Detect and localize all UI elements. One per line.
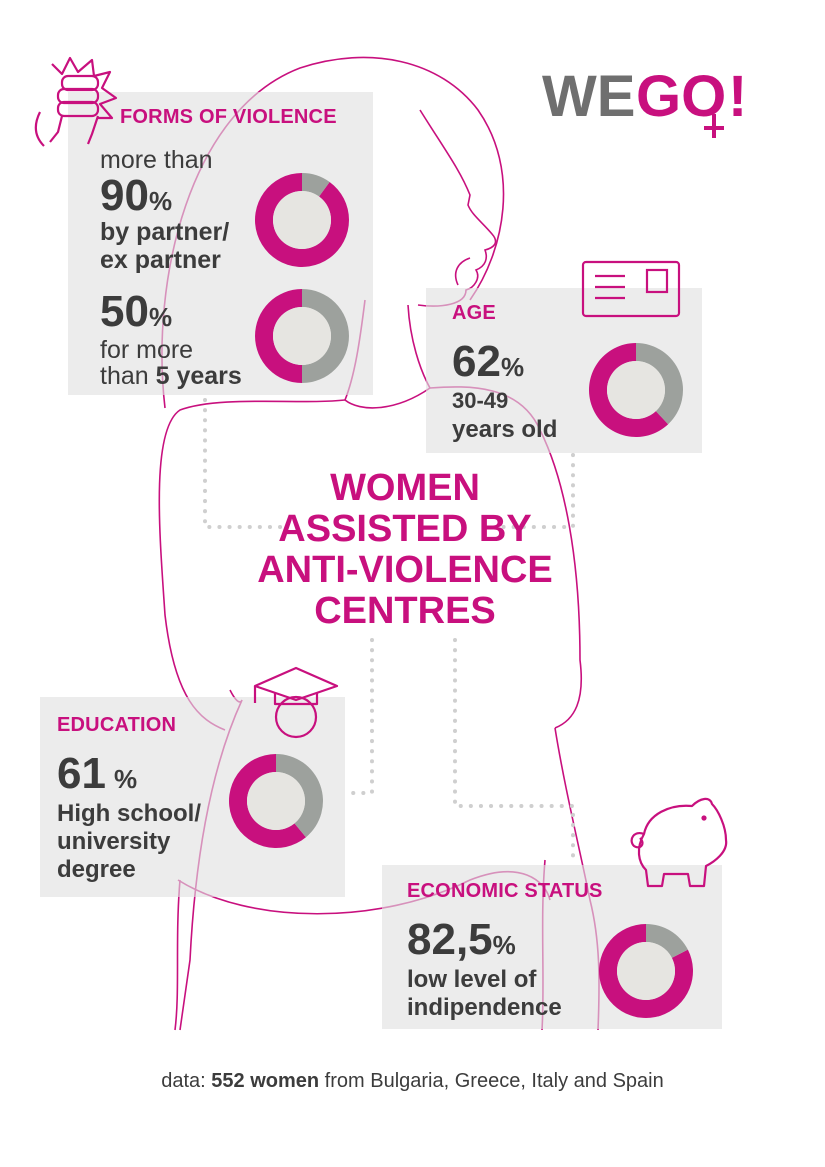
donut-center: [273, 191, 331, 249]
economic-line1: low level of: [407, 966, 537, 993]
age-value: 62: [452, 337, 501, 386]
forms-stat1-line1: by partner/: [100, 218, 230, 246]
donut-slice-value: [228, 754, 306, 848]
economic-line2: indipendence: [407, 994, 562, 1021]
donut-slice-value: [599, 924, 693, 1018]
footer-source: data: 552 women from Bulgaria, Greece, I…: [0, 1070, 825, 1093]
forms-stat1-pre: more than: [100, 146, 213, 174]
donut-economic: [599, 924, 693, 1018]
donut-slice-rest: [636, 343, 683, 425]
education-line1: High school/: [57, 800, 201, 827]
donut-slice-value: [589, 343, 669, 437]
forms-stat2-line1: for more: [100, 336, 194, 364]
economic-value-row: 82,5%: [407, 918, 516, 962]
age-title: AGE: [452, 302, 496, 324]
age-value-row: 62%: [452, 340, 524, 384]
donut-slice-rest: [646, 924, 688, 958]
education-line3: degree: [57, 856, 136, 883]
donut-center: [607, 361, 665, 419]
logo-part-go: GO: [636, 64, 726, 129]
logo-part-exclaim: !: [728, 64, 747, 129]
footer-bold: 552 women: [211, 1070, 320, 1092]
forms-stat2-value-row: 50%: [100, 290, 172, 334]
forms-stat2-line2-bold: 5 years: [155, 362, 242, 390]
donut-education: [228, 754, 323, 848]
forms-stat1-line2: ex partner: [100, 246, 221, 274]
forms-title: FORMS OF VIOLENCE: [120, 106, 337, 128]
forms-stat2-line2-row: than 5 years: [100, 362, 242, 390]
age-line1: 30-49: [452, 388, 509, 413]
connector-economic: [453, 638, 575, 867]
education-unit: %: [113, 764, 138, 794]
footer-post: from Bulgaria, Greece, Italy and Spain: [319, 1070, 664, 1092]
forms-stat2-value: 50: [100, 287, 149, 336]
education-line2: university: [57, 828, 171, 855]
forms-stat2-unit: %: [148, 302, 173, 332]
connector-education: [343, 638, 374, 795]
economic-value: 82,5: [407, 915, 493, 964]
donut-center: [247, 772, 305, 830]
education-value-row: 61%: [57, 752, 137, 796]
education-title: EDUCATION: [57, 714, 177, 736]
donut-duration: [255, 289, 349, 383]
economic-unit: %: [492, 930, 516, 960]
forms-stat2-line2-pre: than: [100, 362, 156, 390]
main-title: WOMEN ASSISTED BY ANTI-VIOLENCE CENTRES: [257, 467, 553, 632]
forms-stat1-unit: %: [148, 186, 173, 216]
forms-stat1-value: 90: [100, 171, 149, 220]
wego-logo: WE GO !: [542, 64, 747, 138]
donut-partner: [255, 173, 349, 267]
economic-title: ECONOMIC STATUS: [407, 880, 603, 902]
logo-part-we: WE: [542, 64, 635, 129]
forms-stat1-value-row: 90%: [100, 174, 172, 218]
female-symbol-icon: [704, 114, 724, 138]
age-unit: %: [500, 352, 525, 382]
donut-center: [273, 307, 331, 365]
donut-slice-rest: [276, 754, 323, 838]
footer-pre: data:: [161, 1070, 212, 1092]
education-value: 61: [57, 749, 106, 798]
donut-age: [589, 343, 683, 437]
donut-center: [617, 942, 675, 1000]
age-line2: years old: [452, 416, 558, 443]
